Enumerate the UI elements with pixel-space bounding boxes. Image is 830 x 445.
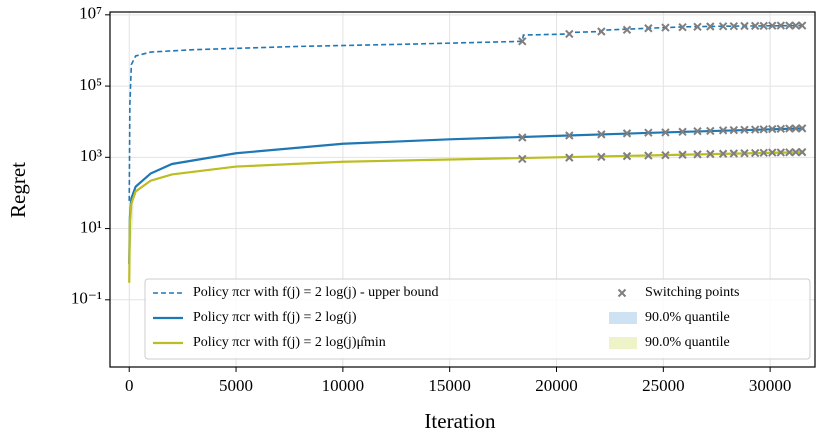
y-tick-label: 10⁷ [79, 4, 102, 23]
switching-point [750, 148, 760, 158]
switching-point [718, 126, 728, 135]
switching-point [740, 125, 749, 135]
switching-point [597, 27, 606, 36]
switching-point [644, 24, 653, 33]
switching-point [785, 148, 794, 157]
legend-swatch [609, 337, 637, 349]
x-tick-label: 0 [125, 376, 134, 395]
switching-point [518, 154, 527, 164]
y-tick-label: 10⁻¹ [71, 289, 102, 308]
switching-point [797, 124, 807, 133]
switching-point [750, 21, 760, 31]
switching-point [622, 25, 632, 34]
plot-frame [109, 11, 816, 368]
switching-point [706, 22, 715, 31]
switching-point [740, 149, 749, 158]
switching-point [759, 21, 768, 31]
x-tick-label: 30000 [749, 376, 792, 395]
switching-point [597, 130, 606, 139]
switching-point [729, 21, 739, 31]
x-tick-label: 10000 [322, 376, 365, 395]
switching-point [750, 125, 760, 134]
switching-point [518, 133, 527, 142]
legend-marker [617, 288, 627, 298]
switching-point [518, 37, 527, 46]
switching-point [661, 23, 670, 32]
switching-point [729, 125, 739, 135]
switching-point [776, 124, 786, 134]
x-tick-label: 15000 [428, 376, 471, 395]
switching-point [565, 153, 574, 162]
legend-label: Policy πcr with f(j) = 2 log(j) [193, 310, 357, 325]
switching-point [565, 131, 574, 140]
switching-point [565, 29, 574, 39]
y-tick-label: 10⁵ [79, 75, 102, 94]
switching-point [785, 124, 794, 133]
switching-point [797, 147, 807, 157]
switching-point [661, 128, 670, 137]
legend-label: 90.0% quantile [645, 335, 730, 350]
switching-point [678, 127, 687, 137]
switching-point [718, 149, 728, 158]
switching-point [740, 21, 749, 31]
switching-point [706, 126, 715, 136]
switching-point [622, 129, 632, 138]
x-tick-label: 25000 [642, 376, 685, 395]
switching-point [718, 22, 728, 31]
switching-point [776, 148, 786, 157]
switching-point [768, 148, 777, 157]
switching-point [791, 124, 800, 133]
switching-point [759, 148, 768, 157]
y-tick-label: 10³ [80, 146, 102, 165]
switching-point [622, 151, 632, 161]
switching-point [797, 21, 807, 30]
y-tick-label: 10¹ [80, 217, 102, 236]
legend-label: Policy πcr with f(j) = 2 log(j)μ̂min [193, 335, 386, 350]
switching-point [678, 22, 687, 32]
y-axis-label: Regret [6, 162, 30, 218]
switching-point [693, 22, 702, 32]
line [128, 151, 805, 283]
x-tick-label: 20000 [535, 376, 578, 395]
switching-point [791, 148, 800, 157]
switching-point [706, 149, 715, 159]
legend-label: Switching points [645, 285, 740, 300]
switching-point [768, 124, 777, 134]
legend-label: 90.0% quantile [645, 310, 730, 325]
switching-point [678, 150, 687, 159]
legend: Policy πcr with f(j) = 2 log(j) - upper … [144, 278, 811, 360]
switching-point [644, 151, 653, 160]
switching-point [644, 128, 653, 137]
line [128, 24, 805, 201]
switching-point [693, 150, 702, 159]
line [128, 127, 805, 265]
switching-point [776, 21, 786, 30]
x-axis-label: Iteration [424, 409, 496, 433]
switching-point [597, 152, 606, 162]
switching-point [693, 127, 702, 136]
switching-point [729, 149, 739, 158]
legend-label: Policy πcr with f(j) = 2 log(j) - upper … [193, 285, 439, 300]
switching-point [785, 21, 794, 30]
legend-swatch [609, 312, 637, 324]
switching-point [768, 21, 777, 30]
switching-point [791, 21, 800, 30]
switching-point [661, 150, 670, 160]
legend-box [144, 278, 811, 360]
x-tick-label: 5000 [219, 376, 253, 395]
switching-point [759, 125, 768, 134]
